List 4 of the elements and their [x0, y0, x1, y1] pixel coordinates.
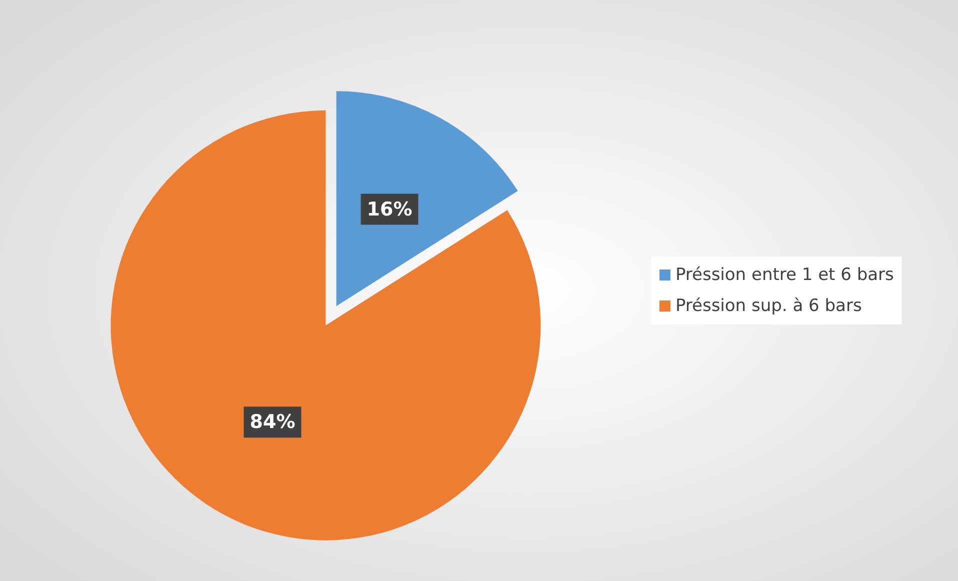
data-label: 84%: [250, 411, 296, 434]
legend-label: Préssion sup. à 6 bars: [675, 296, 862, 316]
legend-label: Préssion entre 1 et 6 bars: [675, 265, 894, 285]
data-label: 16%: [366, 198, 412, 220]
